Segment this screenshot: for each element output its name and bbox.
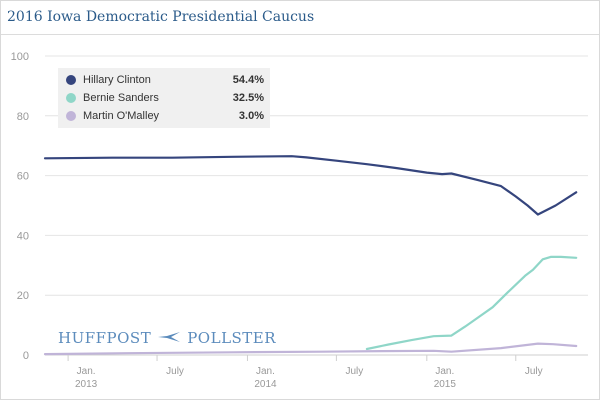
- legend-value: 54.4%: [232, 74, 264, 86]
- huffpost-pollster-watermark: HUFFPOST POLLSTER: [58, 329, 276, 347]
- legend-label: Martin O'Malley: [83, 110, 160, 122]
- chart-title: 2016 Iowa Democratic Presidential Caucus: [7, 9, 315, 25]
- legend-item-omalley[interactable]: Martin O'Malley 3.0%: [66, 107, 264, 125]
- legend-item-clinton[interactable]: Hillary Clinton 54.4%: [66, 71, 264, 89]
- x-tick-sublabel: 2013: [75, 379, 98, 390]
- x-tick-sublabel: 2015: [434, 379, 457, 390]
- legend-value: 32.5%: [232, 92, 264, 104]
- x-tick-label: July: [166, 366, 184, 377]
- x-tick-label: Jan.: [256, 366, 275, 377]
- x-tick-label: July: [525, 366, 543, 377]
- legend-swatch-omalley: [66, 111, 76, 121]
- legend-label: Hillary Clinton: [83, 74, 151, 86]
- bird-logo-icon: [157, 329, 181, 347]
- y-tick-label: 80: [17, 111, 29, 123]
- legend-item-sanders[interactable]: Bernie Sanders 32.5%: [66, 89, 264, 107]
- x-tick-sublabel: 2014: [254, 379, 277, 390]
- legend-label: Bernie Sanders: [83, 92, 159, 104]
- y-tick-label: 20: [17, 290, 29, 302]
- series-line-sanders: [365, 255, 578, 351]
- y-tick-label: 0: [23, 350, 29, 362]
- series-line-omalley: [43, 342, 578, 356]
- y-tick-label: 40: [17, 230, 29, 242]
- x-tick-label: July: [346, 366, 364, 377]
- y-tick-label: 60: [17, 171, 29, 183]
- legend-swatch-sanders: [66, 93, 76, 103]
- chart-legend: Hillary Clinton 54.4% Bernie Sanders 32.…: [58, 68, 270, 128]
- watermark-right: POLLSTER: [187, 329, 277, 347]
- x-tick-label: Jan.: [77, 366, 96, 377]
- x-tick-label: Jan.: [435, 366, 454, 377]
- series-line-clinton: [43, 155, 578, 216]
- legend-value: 3.0%: [238, 110, 264, 122]
- legend-swatch-clinton: [66, 75, 76, 85]
- title-divider: [1, 34, 599, 35]
- y-tick-label: 100: [11, 51, 29, 63]
- watermark-left: HUFFPOST: [58, 329, 152, 347]
